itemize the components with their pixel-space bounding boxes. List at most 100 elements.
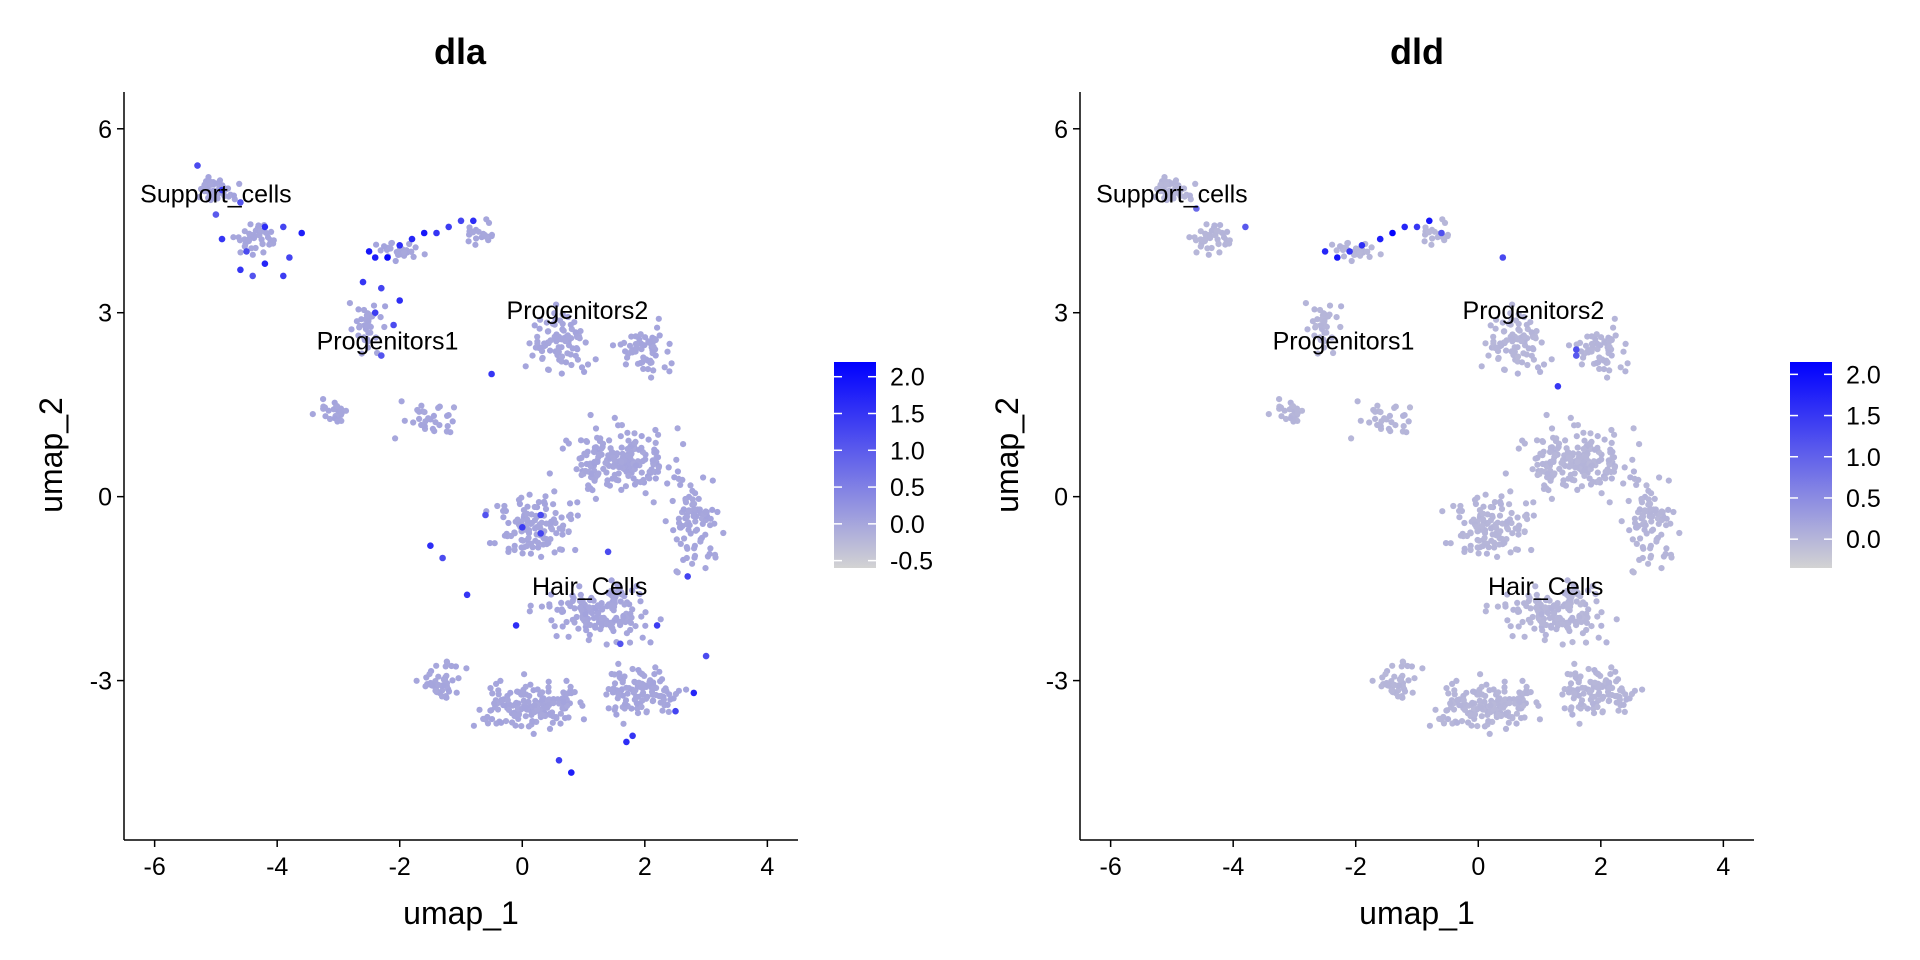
- cell-point: [1595, 634, 1602, 641]
- cell-point: [1498, 704, 1505, 711]
- x-ticks: -6 -4 -2 0 2 4: [1100, 840, 1730, 881]
- cell-point: [1487, 322, 1494, 329]
- cell-point: [1152, 194, 1159, 201]
- cell-point: [597, 435, 604, 442]
- cell-point: [1585, 349, 1592, 356]
- cell-point: [1608, 664, 1615, 671]
- cell-point: [1474, 544, 1481, 551]
- y-tick-label: -3: [90, 668, 112, 696]
- cell-point-highlight: [249, 272, 256, 280]
- colorbar-tick-label: -0.5: [890, 548, 933, 576]
- cell-point: [237, 249, 244, 256]
- cell-point: [1494, 711, 1502, 718]
- cell-point: [621, 673, 628, 680]
- cell-point: [1637, 535, 1644, 542]
- cell-point-highlight: [218, 186, 226, 194]
- cell-point: [562, 359, 570, 366]
- y-tick-label: 6: [1054, 116, 1068, 144]
- cell-point: [1161, 174, 1168, 181]
- cell-point: [1495, 696, 1502, 703]
- cell-point: [1478, 363, 1485, 370]
- cell-point: [1337, 243, 1344, 250]
- cell-point: [522, 713, 529, 720]
- cell-point: [1368, 244, 1375, 251]
- cell-point: [1478, 713, 1485, 720]
- cell-point: [1528, 352, 1535, 359]
- cell-point: [635, 679, 643, 686]
- cell-point: [527, 550, 535, 557]
- cell-point: [1509, 301, 1516, 308]
- cell-point: [603, 641, 610, 648]
- cell-point: [413, 677, 420, 684]
- cell-point: [560, 699, 567, 706]
- cell-point: [1181, 193, 1188, 200]
- cell-point: [1352, 245, 1360, 252]
- cell-point: [1479, 522, 1486, 530]
- cell-point: [1534, 454, 1541, 461]
- cell-point: [656, 693, 663, 700]
- cell-point: [1594, 433, 1601, 440]
- cell-point: [1647, 500, 1654, 507]
- cell-point: [1514, 353, 1522, 360]
- cell-point: [619, 692, 627, 699]
- cell-point: [650, 367, 657, 374]
- cell-point: [1598, 609, 1605, 616]
- cell-point: [567, 351, 574, 358]
- cell-point: [505, 519, 512, 527]
- cell-point: [236, 180, 243, 187]
- cell-point: [520, 686, 527, 693]
- cell-point: [565, 333, 572, 341]
- cell-point: [1559, 691, 1566, 698]
- cell-point: [538, 711, 546, 718]
- cell-point: [1493, 524, 1500, 532]
- cell-point: [494, 706, 502, 713]
- cell-point: [1516, 327, 1523, 334]
- cell-point: [1450, 502, 1457, 510]
- cell-point: [1625, 497, 1632, 505]
- cell-point: [1348, 435, 1355, 442]
- cluster-label: Progenitors2: [1463, 297, 1605, 325]
- cell-point: [1392, 403, 1399, 410]
- cell-point: [370, 302, 378, 309]
- cell-point: [712, 554, 719, 561]
- cell-point-highlight: [1376, 235, 1384, 243]
- cell-point: [1587, 687, 1594, 695]
- cluster-label: Progenitors1: [1273, 328, 1415, 356]
- cell-point: [435, 673, 442, 680]
- cell-point: [445, 412, 452, 419]
- cell-point: [264, 230, 271, 237]
- cell-point: [1588, 340, 1595, 348]
- panel-dld: dld Support_cells Progenitors1 Progenitors…: [989, 31, 1881, 931]
- cell-point: [410, 253, 417, 260]
- cell-point: [640, 354, 647, 361]
- cell-point: [1463, 689, 1470, 696]
- colorbar-tick-label: 1.0: [1846, 444, 1881, 472]
- cell-point: [574, 346, 581, 353]
- cell-point: [377, 314, 384, 321]
- cluster-label: Progenitors1: [317, 328, 459, 356]
- y-axis-title: umap_2: [989, 397, 1025, 513]
- cell-point: [1401, 412, 1408, 419]
- cell-point-highlight: [629, 732, 636, 740]
- cell-point: [484, 713, 491, 721]
- cell-point: [595, 451, 603, 458]
- cell-point: [549, 719, 556, 726]
- cell-point: [526, 608, 533, 615]
- cell-point: [198, 185, 205, 193]
- cell-point: [628, 333, 635, 340]
- cell-point: [1400, 423, 1407, 430]
- cell-point: [625, 437, 632, 444]
- colorbar-tick-label: 2.0: [1846, 361, 1881, 389]
- cell-point: [1485, 718, 1492, 725]
- cell-point: [1575, 692, 1582, 699]
- cell-point: [1523, 683, 1530, 691]
- cell-point: [511, 546, 518, 554]
- cell-point: [627, 610, 634, 617]
- cell-point: [1470, 516, 1477, 523]
- cell-point: [1658, 508, 1665, 515]
- cell-point: [1467, 546, 1474, 554]
- cell-point: [259, 241, 266, 248]
- cell-point: [1565, 689, 1572, 696]
- cell-point: [1572, 584, 1579, 592]
- cell-point: [587, 621, 594, 629]
